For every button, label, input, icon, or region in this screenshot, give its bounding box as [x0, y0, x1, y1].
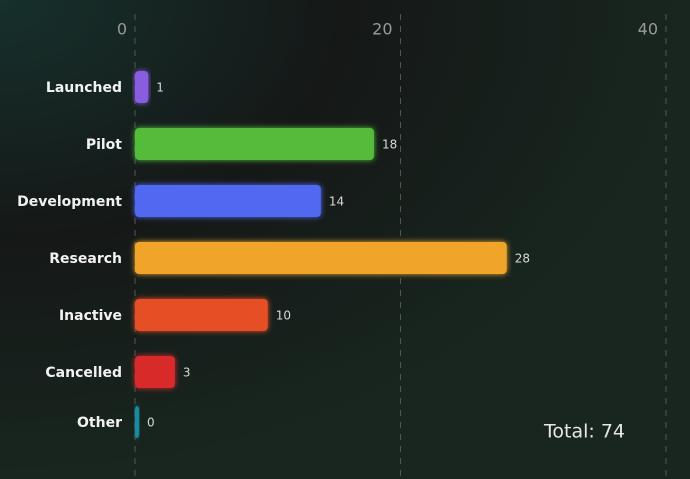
bar — [135, 299, 268, 331]
category-label: Pilot — [86, 137, 122, 153]
category-label: Inactive — [59, 308, 122, 324]
value-label: 3 — [183, 366, 191, 380]
category-label: Development — [17, 194, 122, 210]
value-label: 0 — [147, 416, 155, 430]
category-label: Launched — [46, 80, 122, 96]
category-label: Cancelled — [45, 365, 122, 381]
bar — [135, 406, 139, 438]
value-label: 1 — [156, 81, 164, 95]
value-label: 14 — [329, 195, 344, 209]
category-label: Research — [49, 251, 122, 267]
x-tick-label: 40 — [638, 20, 658, 39]
x-tick-label: 20 — [372, 20, 392, 39]
bar — [135, 128, 374, 160]
value-label: 18 — [382, 138, 397, 152]
bar — [135, 71, 149, 103]
bar — [135, 356, 175, 388]
x-tick-label: 0 — [117, 20, 127, 39]
bar — [135, 185, 321, 217]
value-label: 10 — [276, 309, 291, 323]
value-label: 28 — [515, 252, 530, 266]
bar — [135, 242, 507, 274]
total-annotation: Total: 74 — [543, 421, 625, 443]
category-label: Other — [77, 415, 122, 431]
